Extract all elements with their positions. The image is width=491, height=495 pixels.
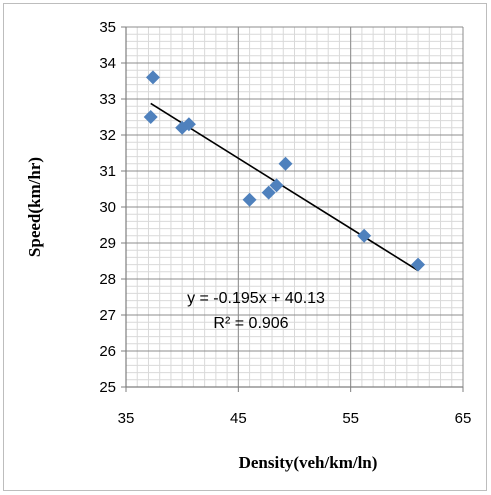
x-tick-label: 55	[342, 410, 359, 427]
y-tick-label: 31	[99, 163, 116, 180]
x-tick-label: 65	[455, 410, 472, 427]
trendline-layer	[150, 102, 419, 272]
data-point	[181, 117, 196, 132]
grid-layer	[125, 26, 464, 388]
axis-layer: 25 26 27 28 29 30 31 32 33 34 35 35 45 55 65	[99, 19, 471, 427]
data-point	[242, 192, 257, 207]
data-point	[278, 156, 293, 171]
y-tick-label: 25	[99, 379, 116, 396]
trendline-equation: y = -0.195x + 40.13	[187, 290, 325, 307]
data-point	[357, 228, 372, 243]
trendline	[150, 102, 419, 272]
y-tick-label: 34	[99, 55, 116, 72]
trendline-r-squared: R² = 0.906	[213, 315, 288, 332]
y-tick-label: 30	[99, 199, 116, 216]
data-point	[143, 110, 158, 124]
y-tick-label: 33	[99, 91, 116, 108]
data-point	[145, 70, 160, 85]
y-tick-label: 29	[99, 235, 116, 252]
points-layer	[143, 70, 426, 272]
data-point	[261, 185, 276, 200]
data-point	[411, 257, 426, 272]
labels-layer: y = -0.195x + 40.13 R² = 0.906 Density(v…	[25, 157, 377, 472]
y-tick-label: 32	[99, 127, 116, 144]
data-point	[269, 178, 284, 193]
x-tick-label: 35	[118, 410, 135, 427]
x-axis-title: Density(veh/km/ln)	[239, 453, 378, 472]
y-axis-title: Speed(km/hr)	[25, 157, 44, 257]
y-tick-label: 26	[99, 343, 116, 360]
x-tick-label: 45	[230, 410, 247, 427]
y-tick-label: 27	[99, 307, 116, 324]
y-tick-label: 35	[99, 19, 116, 36]
y-tick-label: 28	[99, 271, 116, 288]
